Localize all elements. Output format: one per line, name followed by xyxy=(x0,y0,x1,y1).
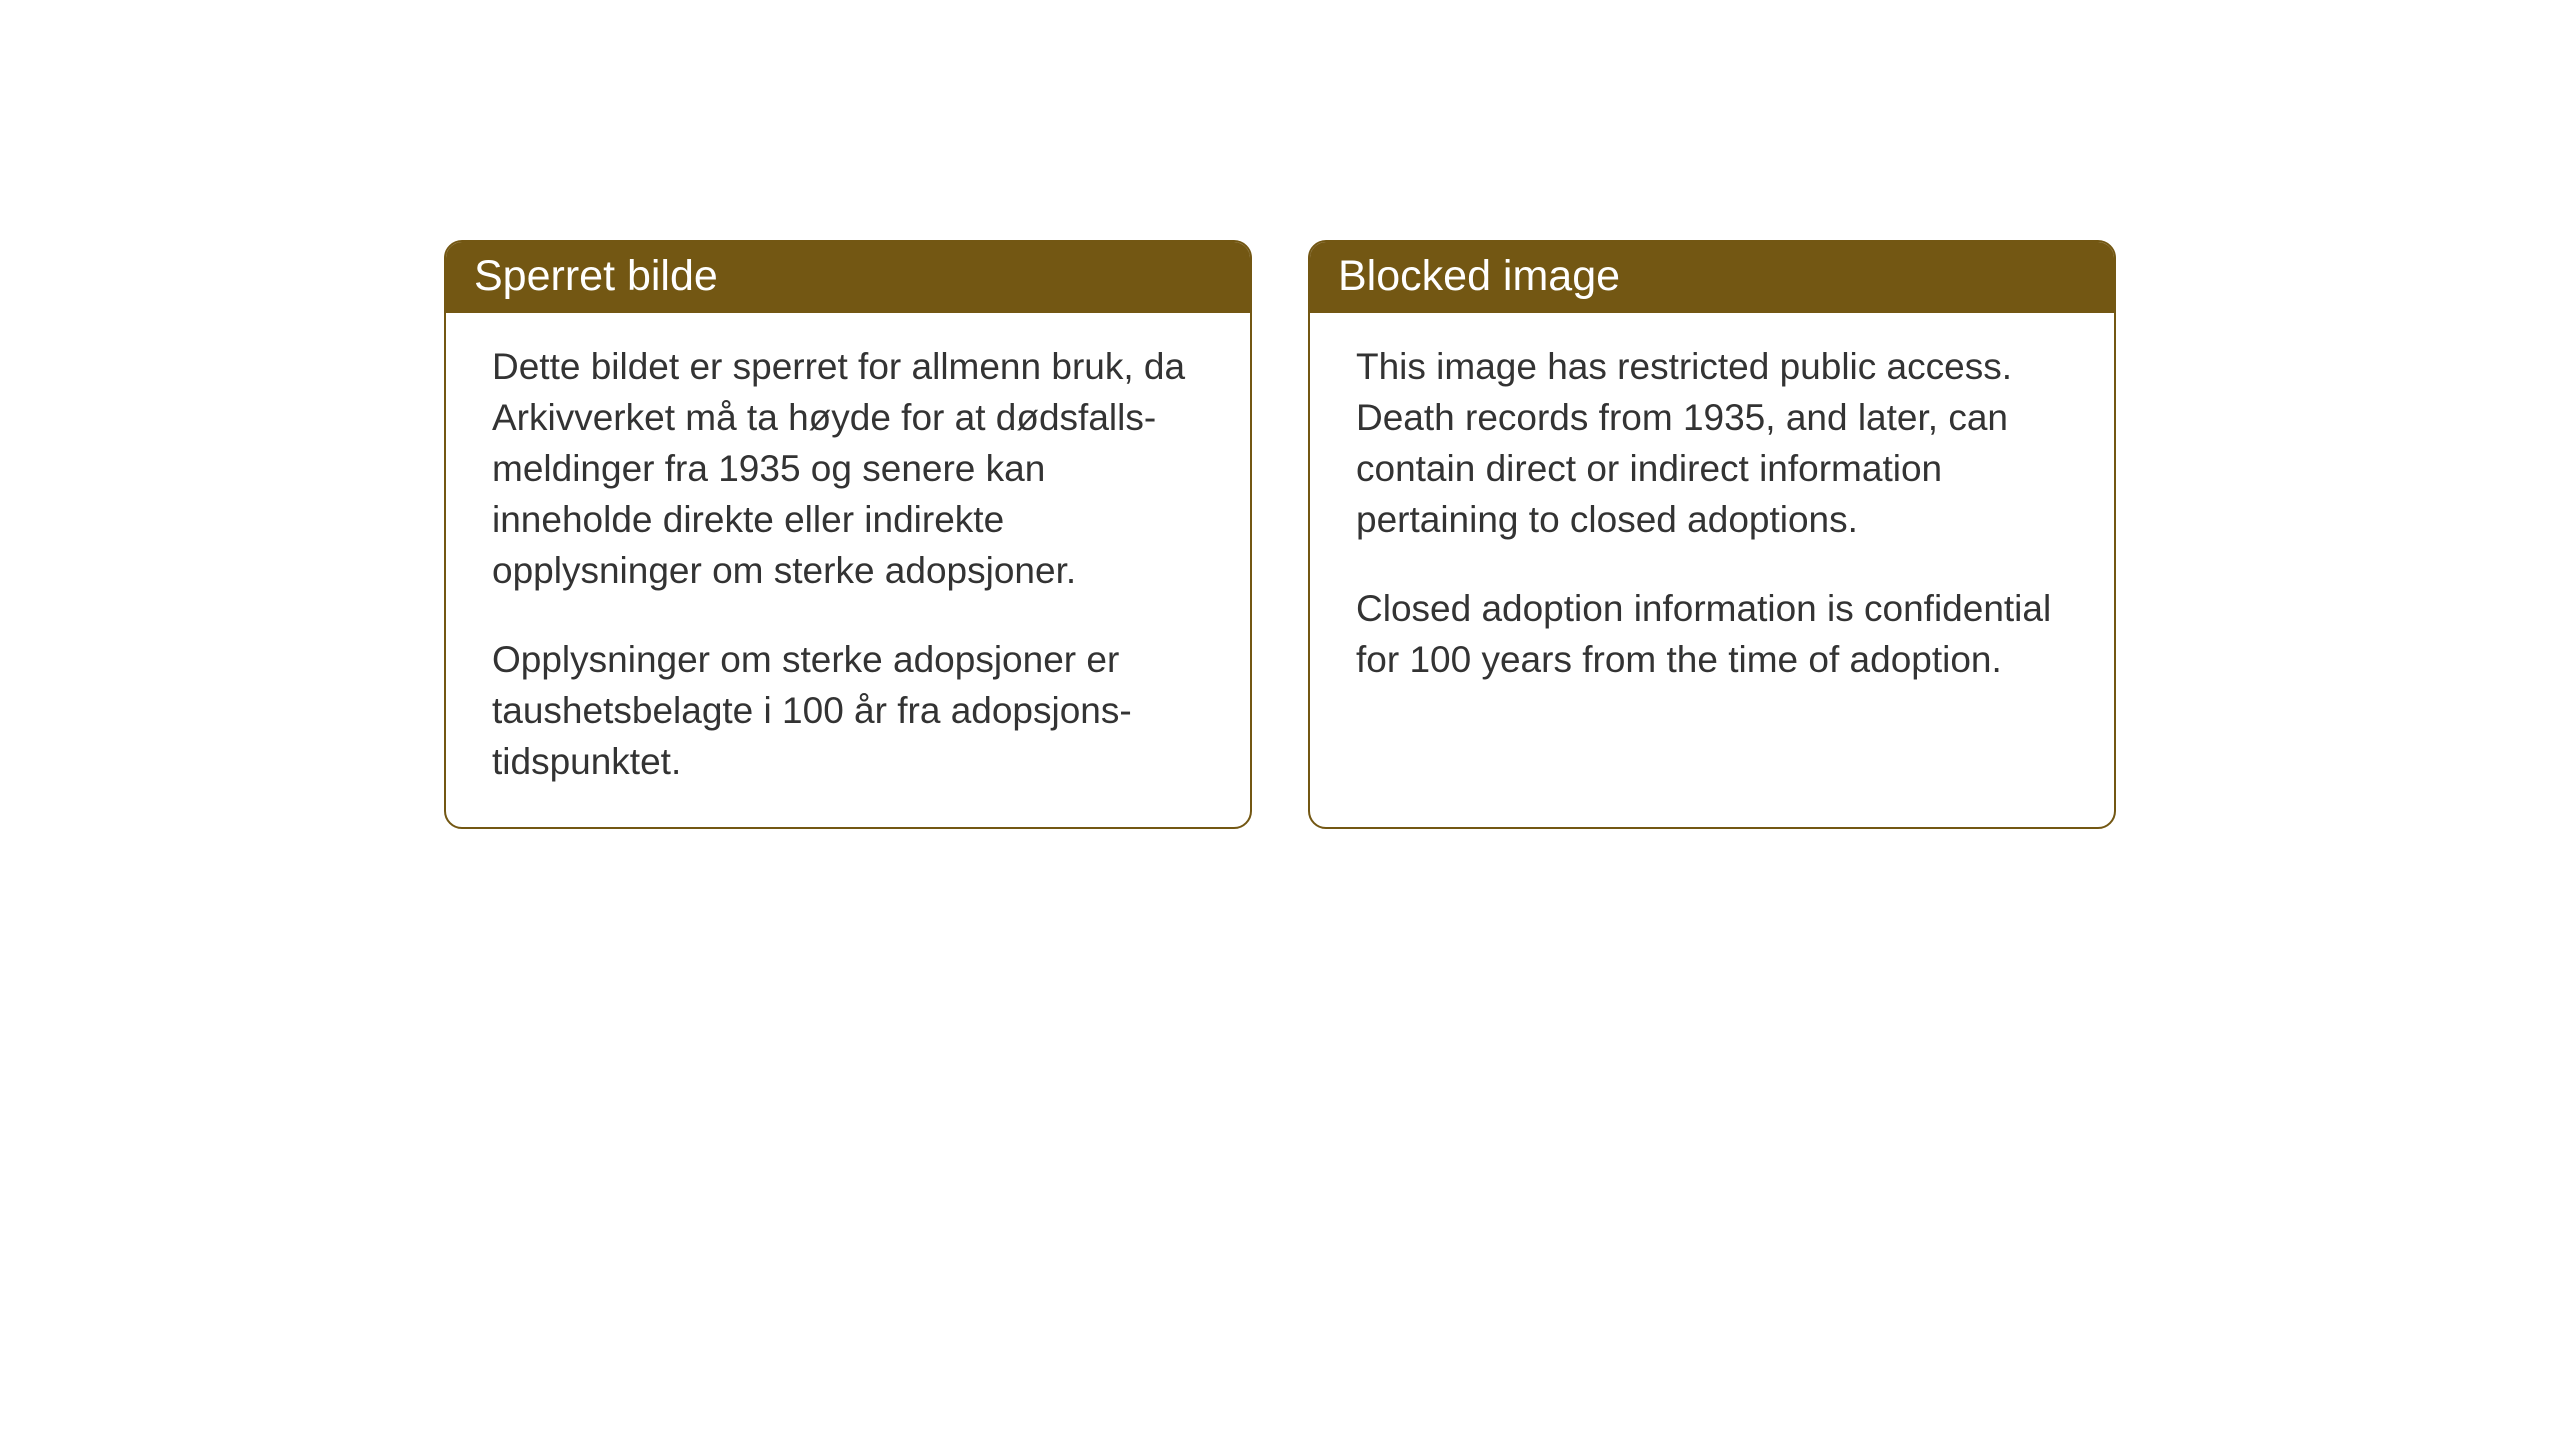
english-card-title: Blocked image xyxy=(1310,242,2114,313)
norwegian-card-body: Dette bildet er sperret for allmenn bruk… xyxy=(446,313,1250,827)
norwegian-paragraph-2: Opplysninger om sterke adopsjoner er tau… xyxy=(492,634,1204,787)
english-paragraph-1: This image has restricted public access.… xyxy=(1356,341,2068,545)
english-paragraph-2: Closed adoption information is confident… xyxy=(1356,583,2068,685)
norwegian-card-title: Sperret bilde xyxy=(446,242,1250,313)
norwegian-paragraph-1: Dette bildet er sperret for allmenn bruk… xyxy=(492,341,1204,596)
english-card-body: This image has restricted public access.… xyxy=(1310,313,2114,753)
notice-container: Sperret bilde Dette bildet er sperret fo… xyxy=(444,240,2116,829)
english-notice-card: Blocked image This image has restricted … xyxy=(1308,240,2116,829)
norwegian-notice-card: Sperret bilde Dette bildet er sperret fo… xyxy=(444,240,1252,829)
